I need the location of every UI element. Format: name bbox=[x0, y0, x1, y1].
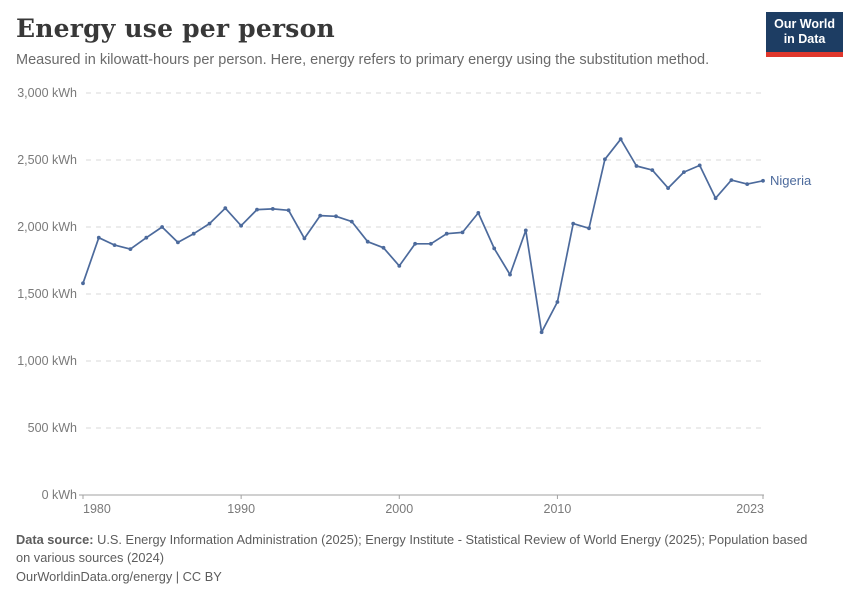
y-axis-label: 3,000 kWh bbox=[17, 86, 77, 100]
data-point[interactable] bbox=[223, 206, 228, 211]
y-axis-label: 1,000 kWh bbox=[17, 354, 77, 368]
data-point[interactable] bbox=[318, 213, 323, 218]
data-point[interactable] bbox=[603, 157, 607, 162]
data-source-label: Data source: bbox=[16, 532, 94, 547]
y-axis-label: 500 kWh bbox=[28, 421, 77, 435]
data-point[interactable] bbox=[381, 245, 386, 250]
data-point[interactable] bbox=[508, 272, 512, 277]
data-source-note: Data source: U.S. Energy Information Adm… bbox=[16, 531, 816, 567]
owid-logo-line1: Our World bbox=[774, 17, 835, 31]
data-point[interactable] bbox=[666, 186, 670, 190]
data-point[interactable] bbox=[96, 235, 101, 240]
data-point[interactable] bbox=[144, 235, 149, 240]
data-point[interactable] bbox=[270, 207, 275, 211]
data-point[interactable] bbox=[255, 207, 259, 212]
line-chart: 0 kWh 500 kWh 1,000 kWh 1,500 kWh 2,000 kWh 2… bbox=[17, 86, 812, 516]
owid-logo-line2: in Data bbox=[783, 32, 826, 47]
data-point[interactable] bbox=[128, 247, 133, 252]
data-line-nigeria[interactable] bbox=[82, 138, 764, 334]
data-point[interactable] bbox=[302, 236, 307, 241]
data-point[interactable] bbox=[160, 225, 165, 229]
data-point[interactable] bbox=[555, 300, 560, 304]
data-point[interactable] bbox=[334, 214, 338, 219]
x-axis-label: 1990 bbox=[227, 502, 255, 516]
y-axis-label: 2,000 kWh bbox=[17, 220, 77, 234]
data-point[interactable] bbox=[112, 243, 117, 248]
data-point[interactable] bbox=[745, 182, 750, 186]
data-point[interactable] bbox=[460, 230, 465, 235]
page-title: Energy use per person bbox=[16, 14, 335, 43]
owid-logo[interactable]: Our World in Data bbox=[766, 12, 843, 57]
data-point[interactable] bbox=[650, 168, 655, 172]
data-point[interactable] bbox=[413, 241, 417, 246]
x-axis-label: 2000 bbox=[385, 502, 413, 516]
data-point[interactable] bbox=[729, 178, 734, 182]
data-point[interactable] bbox=[682, 170, 686, 174]
data-point[interactable] bbox=[476, 211, 481, 215]
data-point[interactable] bbox=[571, 221, 576, 226]
y-axis-label: 2,500 kWh bbox=[17, 153, 77, 167]
chart-subtitle: Measured in kilowatt-hours per person. H… bbox=[16, 52, 710, 68]
data-point[interactable] bbox=[239, 223, 244, 228]
y-axis-label: 1,500 kWh bbox=[17, 287, 77, 301]
x-axis-label: 1980 bbox=[83, 502, 111, 516]
data-point[interactable] bbox=[634, 164, 639, 168]
data-point[interactable] bbox=[761, 178, 765, 183]
data-source-text: U.S. Energy Information Administration (… bbox=[16, 532, 808, 566]
data-point[interactable] bbox=[286, 208, 291, 213]
data-point[interactable] bbox=[713, 196, 718, 201]
data-point[interactable] bbox=[176, 240, 180, 245]
data-point[interactable] bbox=[429, 241, 433, 246]
data-point[interactable] bbox=[539, 330, 544, 335]
data-point[interactable] bbox=[618, 137, 623, 142]
data-point[interactable] bbox=[349, 219, 354, 224]
license-link[interactable]: OurWorldinData.org/energy | CC BY bbox=[16, 569, 222, 584]
y-axis-label: 0 kWh bbox=[42, 488, 77, 502]
data-point[interactable] bbox=[397, 264, 402, 268]
x-axis-label: 2010 bbox=[544, 502, 572, 516]
data-point[interactable] bbox=[444, 231, 449, 236]
data-point[interactable] bbox=[191, 231, 196, 236]
data-point[interactable] bbox=[365, 239, 370, 244]
data-point[interactable] bbox=[81, 281, 85, 286]
entity-label-nigeria[interactable]: Nigeria bbox=[770, 173, 812, 188]
x-axis-label: 2023 bbox=[736, 502, 764, 516]
data-point[interactable] bbox=[697, 163, 702, 168]
data-point[interactable] bbox=[587, 226, 591, 231]
data-point[interactable] bbox=[523, 228, 528, 233]
data-point[interactable] bbox=[492, 246, 497, 251]
data-point[interactable] bbox=[207, 221, 212, 226]
